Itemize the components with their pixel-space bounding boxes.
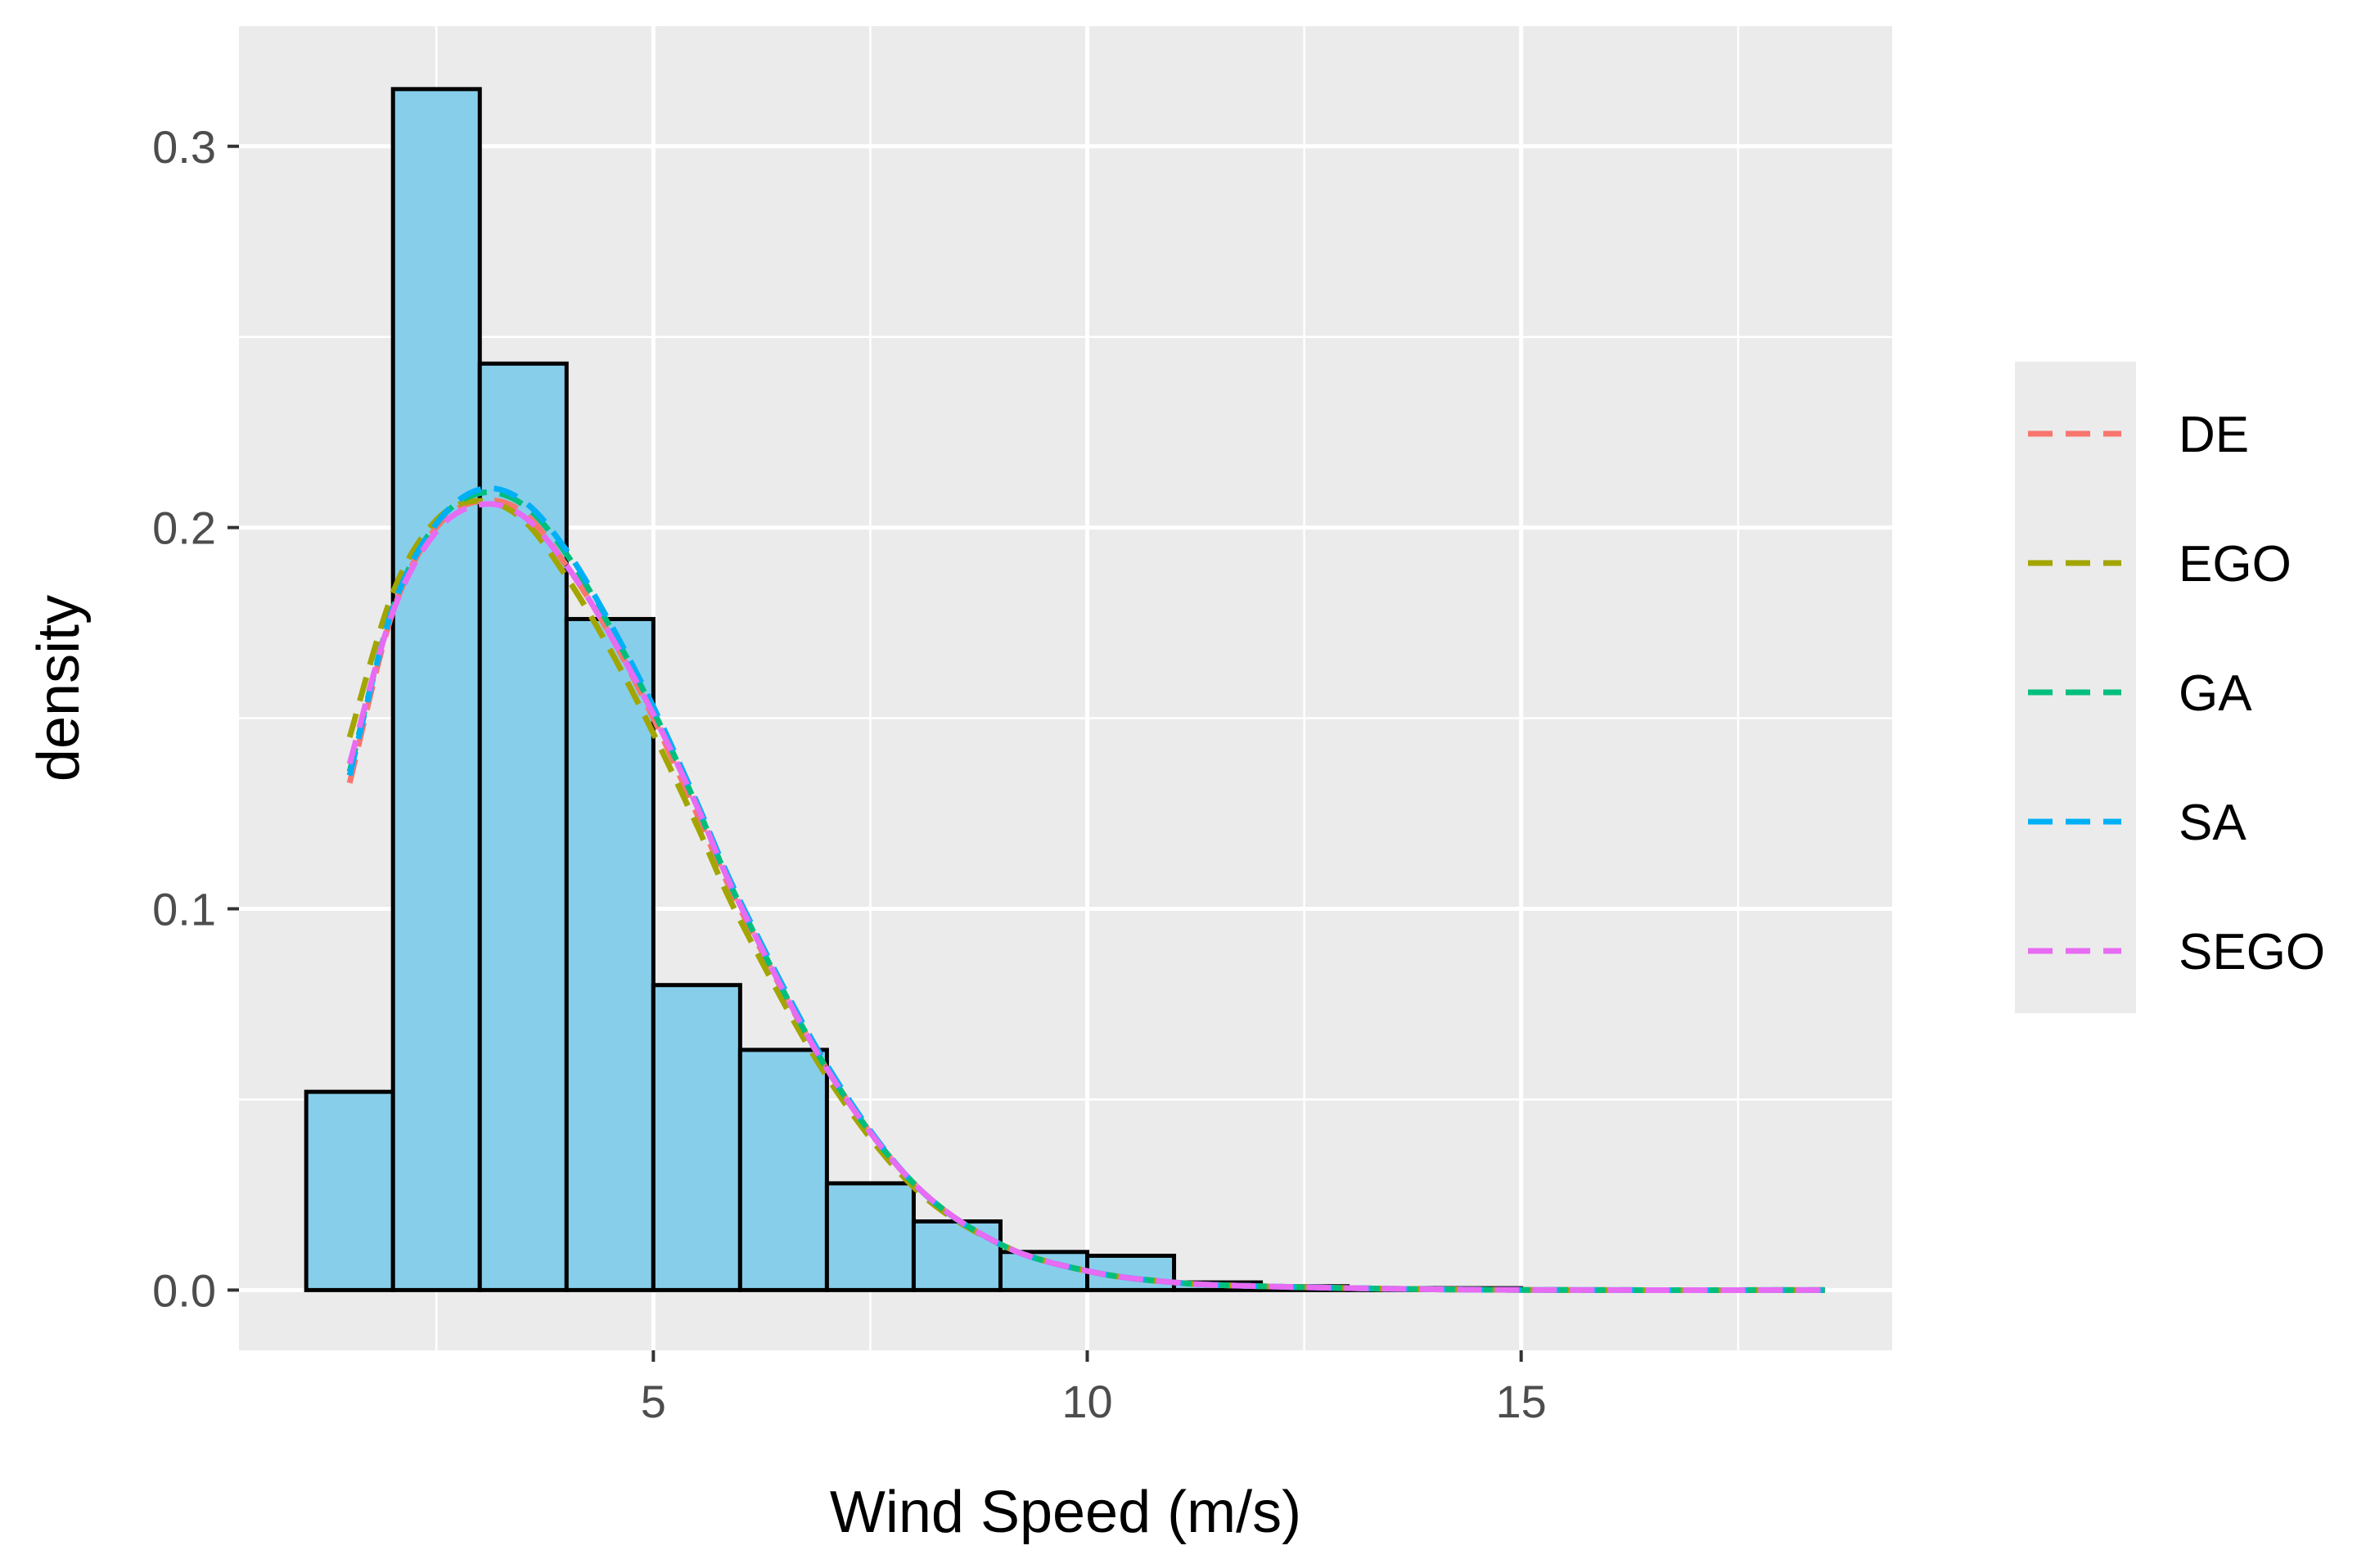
y-axis-title: density: [26, 595, 92, 782]
histogram-bar: [824, 1181, 916, 1292]
x-axis-title: Wind Speed (m/s): [830, 1480, 1301, 1545]
legend-label-sego: SEGO: [2179, 924, 2325, 980]
legend: DE EGO GA SA SEGO: [2015, 362, 2325, 1013]
y-tick-label: 0.2: [152, 502, 216, 554]
density-curves: [346, 485, 1825, 1293]
x-tick-label: 10: [1061, 1376, 1112, 1427]
x-tick-label: 15: [1496, 1376, 1547, 1427]
histogram-bar: [737, 1048, 829, 1292]
y-tick-label: 0.1: [152, 884, 216, 935]
x-axis: 5 10 15: [641, 1350, 1547, 1427]
x-tick-label: 5: [641, 1376, 666, 1427]
histogram-bar: [651, 983, 742, 1292]
y-tick-label: 0.3: [152, 121, 216, 173]
density-curve-sego: [346, 501, 1825, 1293]
histogram-bar: [304, 1089, 395, 1292]
histogram-bar: [390, 87, 482, 1292]
histogram-bar: [911, 1219, 1003, 1292]
legend-label-sa: SA: [2179, 795, 2247, 851]
legend-label-ego: EGO: [2179, 536, 2292, 593]
legend-label-de: DE: [2179, 407, 2249, 463]
histogram-bar: [564, 616, 656, 1292]
y-axis: 0.0 0.1 0.2 0.3: [152, 121, 239, 1316]
histogram-bars: [304, 87, 1524, 1292]
legend-background: [2015, 362, 2136, 1013]
y-tick-label: 0.0: [152, 1264, 216, 1316]
legend-label-ga: GA: [2179, 665, 2252, 722]
